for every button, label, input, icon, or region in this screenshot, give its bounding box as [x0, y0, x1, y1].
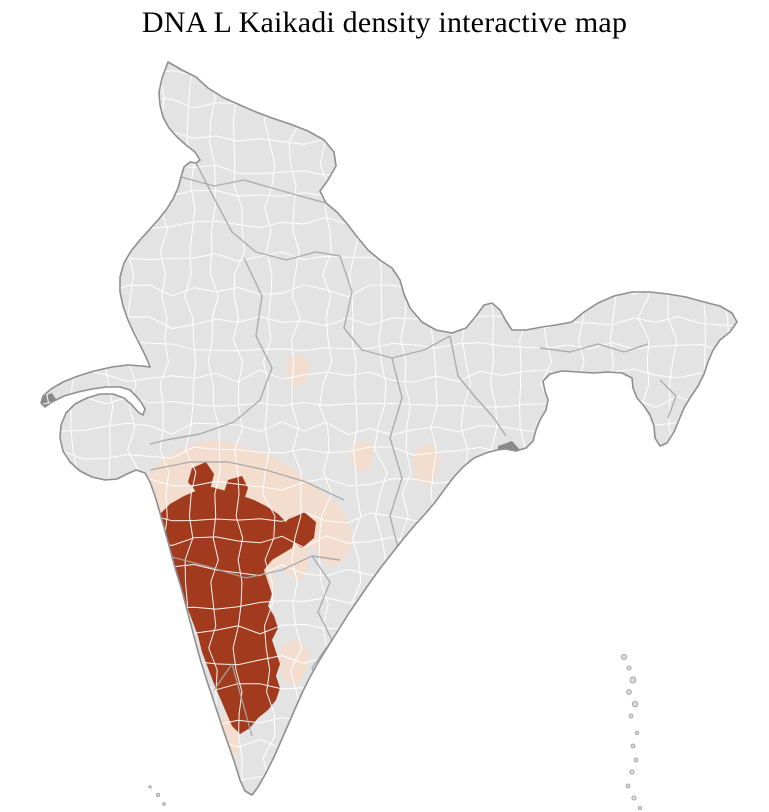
island[interactable] — [629, 769, 635, 775]
island[interactable] — [628, 713, 634, 719]
district-border-line — [574, 62, 588, 795]
district-border-line — [41, 654, 737, 668]
district-border-line — [232, 62, 245, 795]
island[interactable] — [637, 805, 643, 811]
state-border-line — [389, 357, 403, 549]
state-boundaries — [149, 162, 677, 737]
high-density-district-cluster[interactable] — [224, 476, 248, 502]
state-border-line — [539, 343, 649, 353]
district-border-line — [41, 162, 737, 176]
district-border-line — [635, 62, 650, 795]
island[interactable] — [631, 700, 639, 708]
island[interactable] — [162, 802, 166, 806]
district-border-line — [41, 97, 737, 111]
district-border-line — [41, 215, 737, 229]
island[interactable] — [621, 654, 627, 660]
state-border-line — [167, 555, 341, 579]
island[interactable] — [629, 676, 637, 684]
high-density-district-cluster[interactable] — [158, 487, 296, 734]
island[interactable] — [631, 795, 637, 801]
district-border-line — [722, 62, 737, 795]
island[interactable] — [148, 785, 152, 789]
state-border-line — [149, 257, 273, 445]
district-border-line — [749, 54, 762, 802]
state-border-line — [213, 663, 253, 737]
state-border-line — [180, 176, 327, 204]
island[interactable] — [630, 743, 636, 749]
district-border-line — [41, 67, 737, 81]
state-border-line — [659, 379, 677, 419]
low-density-district-cluster[interactable] — [350, 440, 374, 472]
district-border-line — [41, 596, 737, 610]
india-outline — [40, 61, 738, 796]
district-border-line — [41, 186, 737, 200]
district-border-line — [41, 368, 737, 383]
district-border-line — [288, 62, 303, 795]
district-border-line — [207, 62, 221, 795]
high-density-district-cluster[interactable] — [284, 512, 316, 548]
state-border-line — [339, 255, 451, 359]
island-group[interactable] — [148, 654, 643, 811]
district-border-line — [41, 131, 737, 146]
district-border-line — [41, 736, 737, 751]
district-border-line — [41, 620, 737, 635]
district-border-line — [41, 62, 51, 795]
district-border-line — [41, 768, 737, 782]
district-border-line — [41, 712, 737, 727]
district-border-line — [607, 62, 621, 795]
state-border-line — [195, 162, 341, 261]
state-border-line — [449, 335, 507, 437]
island[interactable] — [634, 730, 640, 736]
island[interactable] — [626, 665, 632, 671]
island[interactable] — [626, 689, 632, 695]
island[interactable] — [156, 793, 160, 797]
map-title: DNA L Kaikadi density interactive map — [141, 6, 628, 39]
india-landmass[interactable] — [41, 62, 737, 795]
district-border-line — [698, 62, 713, 795]
island[interactable] — [625, 783, 631, 789]
district-border-line — [540, 62, 554, 795]
island[interactable] — [633, 757, 639, 763]
low-density-district-cluster[interactable] — [286, 354, 310, 386]
district-border-line — [262, 62, 276, 795]
state-border-line — [149, 461, 345, 501]
